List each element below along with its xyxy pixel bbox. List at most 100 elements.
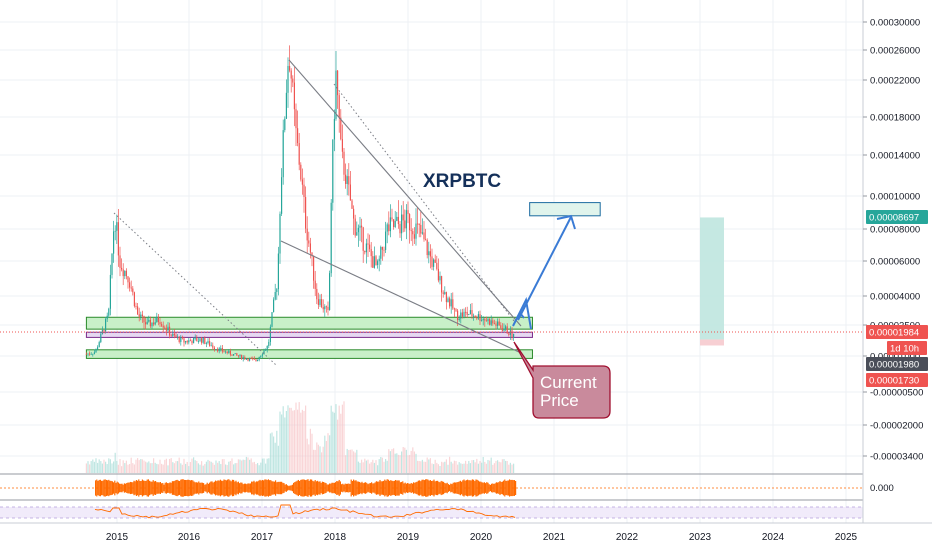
candle-body	[189, 340, 191, 342]
candle-body	[314, 280, 316, 289]
candle-body	[177, 336, 179, 338]
oscillator-bar	[369, 483, 371, 493]
candle-body	[255, 359, 257, 361]
volume-bar	[149, 463, 151, 473]
candle-body	[493, 323, 495, 325]
volume-bar	[197, 463, 199, 473]
oscillator-bar	[129, 481, 131, 495]
price-tag-bg	[866, 357, 928, 371]
candle-body	[268, 341, 270, 347]
candle-body	[380, 246, 382, 259]
candle-body	[388, 224, 390, 232]
volume-bar	[300, 412, 302, 473]
volume-bar	[322, 446, 324, 473]
candle-body	[471, 310, 473, 317]
candle-body	[89, 353, 91, 355]
volume-bar	[183, 458, 185, 473]
candle-body	[463, 311, 465, 317]
oscillator-bar	[506, 480, 508, 496]
oscillator-bar	[95, 480, 97, 496]
candle-body	[233, 354, 235, 356]
candle-body	[425, 239, 427, 241]
candle-body	[241, 354, 243, 360]
oscillator-bar	[462, 480, 464, 496]
candle-body	[212, 345, 214, 348]
candle-body	[149, 319, 151, 327]
time-axis-label: 2019	[397, 532, 420, 543]
oscillator-bar	[119, 483, 121, 493]
rsi-band	[0, 507, 863, 518]
volume-bar	[497, 460, 499, 473]
volume-bar	[477, 463, 479, 473]
volume-bar	[303, 410, 305, 473]
volume-bar	[362, 462, 364, 473]
volume-bar	[511, 464, 513, 473]
time-axis-label: 2020	[470, 532, 493, 543]
candle-body	[127, 276, 129, 283]
volume-bar	[498, 461, 500, 473]
oscillator-bar	[246, 484, 248, 492]
candle-body	[284, 118, 286, 131]
oscillator-bar	[330, 483, 332, 493]
candle-body	[97, 347, 99, 350]
volume-bar	[485, 463, 487, 473]
candle-body	[361, 225, 363, 228]
candle-body	[450, 299, 452, 307]
volume-bar	[239, 459, 241, 473]
candle-body	[282, 130, 284, 178]
candle-body	[509, 330, 511, 335]
volume-bar	[461, 463, 463, 473]
candle-body	[453, 308, 455, 310]
volume-bar	[305, 405, 307, 473]
candle-body	[239, 354, 241, 357]
volume-bar	[405, 449, 407, 473]
candle-body	[205, 343, 207, 344]
volume-bar	[140, 459, 142, 473]
volume-bar	[284, 417, 286, 473]
oscillator-bar	[438, 481, 440, 495]
volume-bar	[332, 411, 334, 473]
volume-bar	[154, 462, 156, 473]
oscillator-bar	[261, 479, 263, 497]
volume-bar	[85, 463, 87, 473]
candle-body	[185, 341, 187, 343]
volume-bar	[343, 401, 345, 473]
candle-body	[215, 349, 217, 350]
volume-bar	[484, 461, 486, 473]
oscillator-bar	[374, 482, 376, 494]
oscillator-bar	[491, 483, 493, 493]
candle-body	[457, 310, 459, 321]
oscillator-bar	[347, 483, 349, 493]
current-price-callout: Current Price	[513, 341, 611, 419]
volume-bar	[425, 461, 427, 473]
volume-bar	[167, 465, 169, 473]
oscillator-bar	[446, 482, 448, 494]
volume-bar	[361, 459, 363, 473]
volume-bar	[236, 463, 238, 473]
oscillator-bar	[131, 482, 133, 494]
candle-body	[305, 196, 307, 229]
oscillator-bar	[323, 481, 325, 495]
candle-body	[332, 139, 334, 203]
volume-bar	[481, 462, 483, 473]
oscillator-bar	[309, 479, 311, 497]
volume-bar	[333, 412, 335, 473]
volume-bar	[202, 465, 204, 473]
candle-body	[437, 268, 439, 281]
candle-body	[188, 340, 190, 343]
volume-bar	[153, 458, 155, 473]
time-axis-label: 2018	[324, 532, 347, 543]
price-axis-label: -0.00003400	[870, 452, 923, 463]
oscillator-bar	[294, 482, 296, 494]
candle-body	[234, 353, 236, 355]
candle-body	[204, 337, 206, 344]
oscillator-bar	[198, 481, 200, 495]
oscillator-bar	[234, 481, 236, 495]
candle-body	[492, 320, 494, 324]
oscillator-bar	[371, 482, 373, 494]
oscillator-bar	[489, 484, 491, 492]
oscillator-bar	[126, 482, 128, 494]
candle-body	[178, 336, 180, 342]
candle-body	[231, 354, 233, 356]
candle-body	[114, 230, 116, 232]
